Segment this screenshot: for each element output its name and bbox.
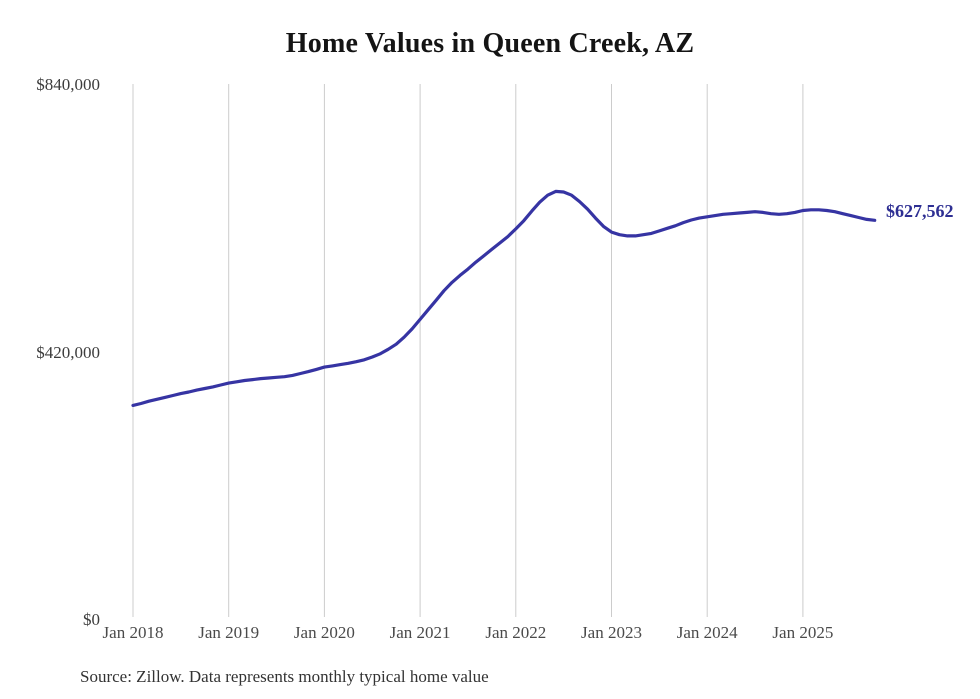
home-value-line-series: [131, 189, 877, 407]
x-tick-label: Jan 2023: [581, 623, 642, 642]
x-tick-label: Jan 2024: [676, 623, 738, 642]
x-tick-label: Jan 2018: [102, 623, 164, 642]
x-tick-label: Jan 2020: [293, 623, 355, 642]
x-tick-label: Jan 2021: [389, 623, 451, 642]
x-tick-label: Jan 2025: [772, 623, 834, 642]
x-tick-label: Jan 2019: [198, 623, 260, 642]
latest-value-label: $627,562: [886, 201, 954, 221]
y-tick-label: $0: [83, 610, 100, 629]
y-tick-label: $840,000: [36, 75, 100, 94]
source-note: Source: Zillow. Data represents monthly …: [80, 667, 489, 686]
chart-title: Home Values in Queen Creek, AZ: [285, 28, 695, 59]
x-tick-label: Jan 2022: [485, 623, 547, 642]
y-tick-label: $420,000: [36, 342, 100, 362]
